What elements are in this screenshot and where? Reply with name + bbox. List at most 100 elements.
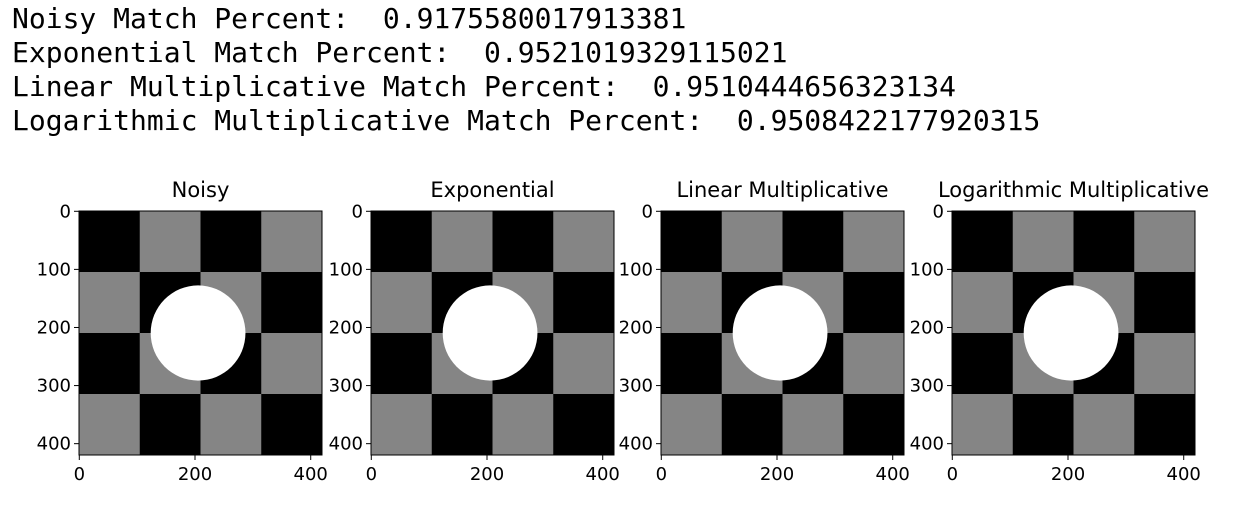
image-circle — [1023, 285, 1119, 381]
subplot-title: Logarithmic Multiplicative — [938, 178, 1209, 202]
image-cell — [139, 211, 201, 273]
output-line: Noisy Match Percent: 0.9175580017913381 — [12, 2, 687, 35]
image — [371, 211, 615, 456]
subplot-title: Linear Multiplicative — [676, 178, 888, 202]
output-line: Exponential Match Percent: 0.95210193291… — [12, 36, 788, 69]
image-cell — [261, 394, 323, 456]
image-cell — [843, 394, 905, 456]
y-tick-label: 200 — [619, 317, 653, 338]
image-cell — [79, 211, 141, 273]
image-circle — [732, 285, 828, 381]
y-tick-label: 100 — [37, 259, 71, 280]
image-cell — [431, 211, 493, 273]
output-text: Noisy Match Percent: 0.9175580017913381 E… — [12, 2, 1040, 138]
image-cell — [843, 211, 905, 273]
image-cell — [661, 394, 723, 456]
image-cell — [553, 333, 615, 395]
x-tick-label: 0 — [656, 464, 667, 485]
x-tick-label: 200 — [470, 464, 504, 485]
y-tick-label: 0 — [60, 201, 71, 222]
x-tick-label: 200 — [1051, 464, 1085, 485]
output-line: Linear Multiplicative Match Percent: 0.9… — [12, 70, 957, 103]
image-cell — [261, 272, 323, 334]
y-tick-label: 0 — [933, 201, 944, 222]
image-cell — [782, 211, 844, 273]
image-cell — [79, 394, 141, 456]
x-tick-label: 400 — [294, 464, 328, 485]
image-cell — [952, 333, 1014, 395]
image-cell — [1134, 394, 1196, 456]
image-cell — [492, 211, 554, 273]
image-cell — [553, 211, 615, 273]
y-tick-label: 100 — [910, 259, 944, 280]
image-cell — [952, 394, 1014, 456]
y-tick-label: 400 — [910, 434, 944, 455]
y-tick-label: 200 — [329, 317, 363, 338]
y-tick-label: 0 — [352, 201, 363, 222]
image-cell — [371, 394, 433, 456]
image-cell — [553, 272, 615, 334]
image-cell — [1134, 333, 1196, 395]
axes-frame — [660, 210, 905, 456]
image-cell — [843, 333, 905, 395]
y-tick-label: 400 — [619, 434, 653, 455]
output-line: Logarithmic Multiplicative Match Percent… — [12, 104, 1041, 137]
x-tick-label: 400 — [586, 464, 620, 485]
image-cell — [261, 211, 323, 273]
axes-frame — [78, 210, 323, 456]
y-tick-label: 300 — [329, 376, 363, 397]
x-tick-label: 200 — [760, 464, 794, 485]
image-cell — [79, 272, 141, 334]
image-cell — [553, 394, 615, 456]
x-tick-label: 0 — [74, 464, 85, 485]
image-cell — [1012, 211, 1074, 273]
axes-frame — [951, 210, 1196, 456]
image-circle — [150, 285, 246, 381]
image-cell — [661, 211, 723, 273]
image-cell — [721, 211, 783, 273]
y-tick-label: 200 — [910, 317, 944, 338]
image — [952, 211, 1196, 456]
y-tick-label: 200 — [37, 317, 71, 338]
image-cell — [79, 333, 141, 395]
x-tick-label: 400 — [876, 464, 910, 485]
image-cell — [200, 211, 262, 273]
image-cell — [371, 211, 433, 273]
image-cell — [371, 333, 433, 395]
image-cell — [661, 333, 723, 395]
image-cell — [1012, 394, 1074, 456]
image-cell — [1073, 211, 1135, 273]
y-tick-label: 400 — [37, 434, 71, 455]
image-cell — [952, 272, 1014, 334]
image — [79, 211, 323, 456]
image-circle — [442, 285, 538, 381]
image-cell — [371, 272, 433, 334]
image-cell — [952, 211, 1014, 273]
x-tick-label: 200 — [178, 464, 212, 485]
image-cell — [139, 394, 201, 456]
y-tick-label: 100 — [329, 259, 363, 280]
y-tick-label: 300 — [619, 376, 653, 397]
y-tick-label: 300 — [37, 376, 71, 397]
image — [661, 211, 905, 456]
image-cell — [200, 394, 262, 456]
image-cell — [782, 394, 844, 456]
subplot-title: Noisy — [172, 178, 230, 202]
y-tick-label: 100 — [619, 259, 653, 280]
image-cell — [492, 394, 554, 456]
axes-frame — [370, 210, 615, 456]
image-cell — [721, 394, 783, 456]
image-cell — [843, 272, 905, 334]
y-tick-label: 400 — [329, 434, 363, 455]
x-tick-label: 0 — [366, 464, 377, 485]
subplot-title: Exponential — [430, 178, 554, 202]
image-cell — [261, 333, 323, 395]
y-tick-label: 300 — [910, 376, 944, 397]
image-cell — [661, 272, 723, 334]
image-cell — [1073, 394, 1135, 456]
x-tick-label: 400 — [1167, 464, 1201, 485]
